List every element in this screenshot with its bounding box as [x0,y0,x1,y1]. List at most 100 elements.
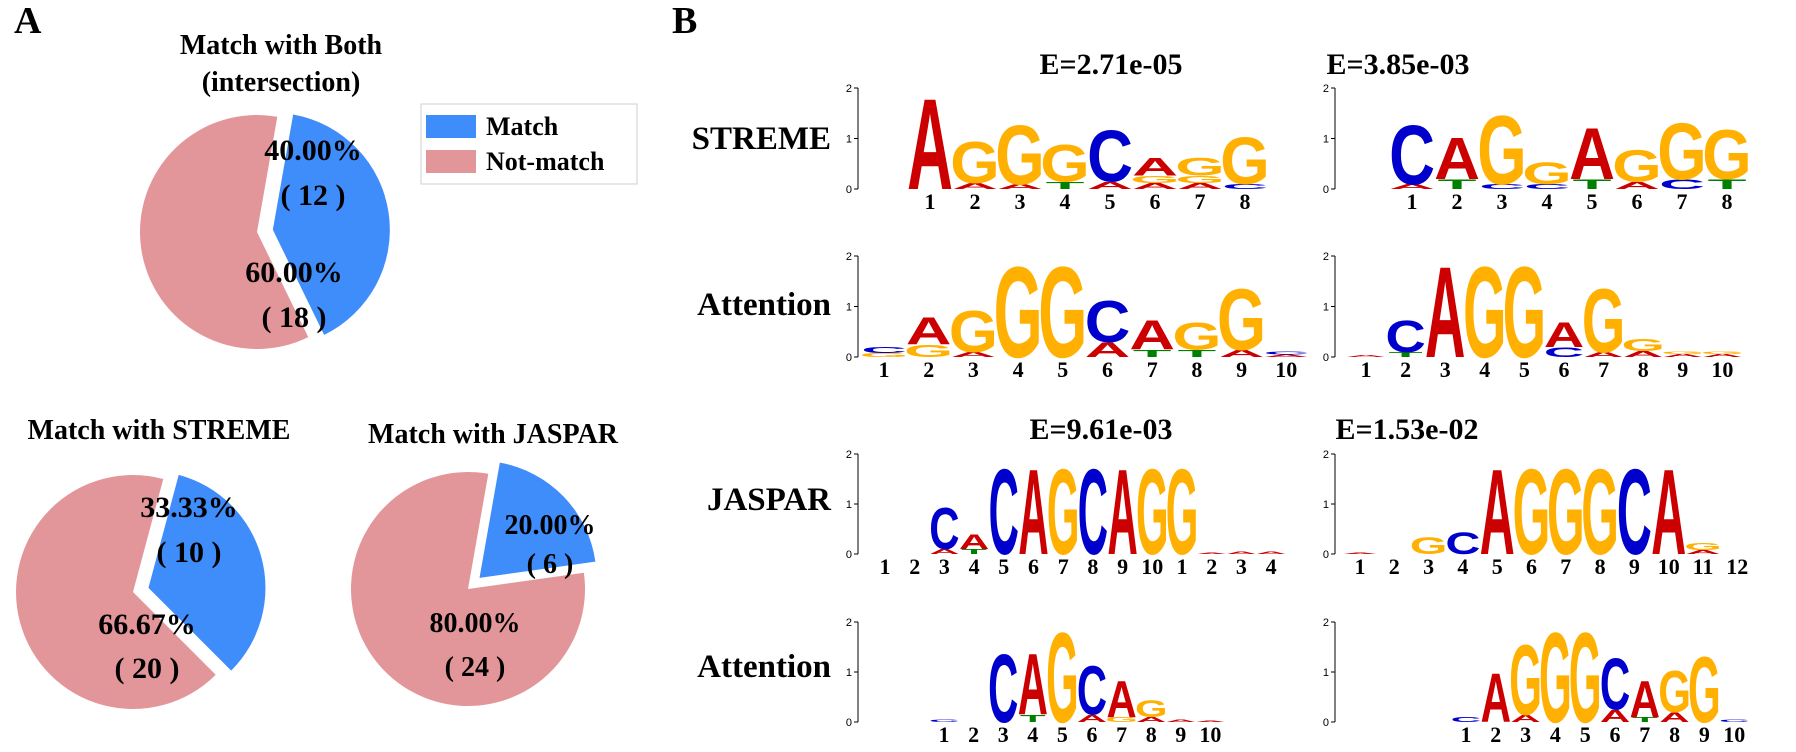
x-tick-label: 4 [1457,554,1468,579]
pie-slice-not-match [16,474,216,710]
logo-letter-A: A [1663,353,1703,358]
logo-letter-A: A [1630,671,1660,729]
x-tick-label: 2 [1452,189,1463,214]
x-tick-label: 1 [925,189,936,214]
pie-slice-match [148,474,266,671]
x-tick-label: 8 [1722,189,1733,214]
logo-letter-A: A [1583,351,1623,359]
logo-letter-C: C [1389,108,1435,202]
pie-not-match-count: ( 24 ) [445,652,506,683]
pie-slice-not-match [140,114,309,349]
x-tick-label: 7 [1639,722,1650,747]
x-tick-label: 10 [1141,554,1163,579]
x-tick-label: 8 [1669,722,1680,747]
x-tick-label: 4 [1542,189,1553,214]
x-tick-label: 7 [1598,357,1609,382]
pie-not-match-percent: 80.00% [430,608,521,639]
logo-letter-G: G [1503,241,1546,385]
x-tick-label: 1 [1355,554,1366,579]
x-tick-label: 6 [1559,357,1570,382]
x-tick-label: 4 [1027,722,1038,747]
logo-letter-T: T [1046,180,1085,192]
logo-letter-A: A [1659,710,1689,726]
x-tick-label: 8 [1595,554,1606,579]
x-tick-label: 6 [1087,722,1098,747]
x-tick-label: 1 [1177,554,1188,579]
logo-letter-A: A [1129,312,1175,359]
x-tick-label: 7 [1195,189,1206,214]
logo-letter-G: G [1582,271,1625,372]
logo-letter-T: T [1708,176,1747,192]
y-tick-label: 2 [1323,83,1329,95]
logo-letter-A: A [1614,180,1660,192]
x-tick-label: 9 [1677,357,1688,382]
legend-swatch-not-match [426,150,476,173]
x-tick-label: 10 [1723,722,1745,747]
x-tick-label: 7 [1560,554,1571,579]
logo-letter-C: C [1617,444,1652,581]
pie-match-count: ( 12 ) [281,179,346,212]
logo-letter-G: G [1569,606,1602,750]
y-tick-label: 2 [846,251,852,263]
x-tick-label: 5 [1105,189,1116,214]
logo-letter-G: G [1135,696,1168,723]
pie-match-count: ( 6 ) [527,549,574,580]
logo-letter-C: C [1600,643,1630,725]
logo-letter-G: G [1477,95,1526,205]
logo-letter-A: A [1132,181,1178,190]
x-tick-label: 1 [1407,189,1418,214]
logo-letter-C: C [988,634,1018,743]
logo-letter-C: C [1264,351,1310,356]
logo-letter-A: A [1510,713,1540,725]
logo-letter-C: C [1077,653,1107,731]
logo-letter-G: G [1658,659,1691,725]
x-tick-label: 7 [1147,357,1158,382]
logo-letter-G: G [1702,116,1751,195]
x-tick-label: 6 [1150,189,1161,214]
logo-letter-T: T [1632,716,1659,724]
logo-letter-A: A [1226,551,1256,555]
x-tick-label: 9 [1629,554,1640,579]
logo-letter-A: A [1219,347,1265,359]
row-label-streme: STREME [692,121,831,157]
x-tick-label: 1 [880,554,891,579]
x-tick-label: 2 [1490,722,1501,747]
logo-letter-G: G [1217,271,1266,369]
evalue-label: E=2.71e-05 [1040,48,1183,81]
y-tick-label: 1 [846,499,852,511]
x-tick-label: 8 [1638,357,1649,382]
x-tick-label: 6 [1526,554,1537,579]
logo-letter-G: G [1522,156,1571,191]
logo-letter-C: C [929,496,959,562]
x-tick-label: 1 [879,357,890,382]
x-tick-label: 5 [1519,357,1530,382]
logo-letter-G: G [1038,240,1087,385]
x-tick-label: 2 [1400,357,1411,382]
y-tick-label: 1 [846,134,852,146]
logo-letter-C: C [861,345,907,355]
x-tick-label: 4 [1550,722,1561,747]
logo-letter-C: C [1719,719,1749,723]
legend-label-match: Match [486,112,559,141]
y-tick-label: 0 [1323,352,1329,364]
evalue-label: E=1.53e-02 [1336,413,1479,446]
x-tick-label: 2 [970,189,981,214]
y-tick-label: 0 [846,184,852,196]
logo-letter-A: A [1686,549,1721,555]
x-tick-label: 5 [1057,357,1068,382]
x-tick-label: 11 [1693,554,1714,579]
logo-letter-C: C [1524,183,1570,191]
logo-letter-C: C [1222,183,1268,191]
x-tick-label: 7 [1058,554,1069,579]
logo-letter-G: G [994,240,1043,385]
y-tick-label: 0 [1323,549,1329,561]
logo-letter-G: G [1513,444,1551,581]
pie-not-match-count: ( 20 ) [115,652,180,685]
logo-letter-A: A [1264,354,1310,358]
logo-letter-A: A [952,181,998,190]
